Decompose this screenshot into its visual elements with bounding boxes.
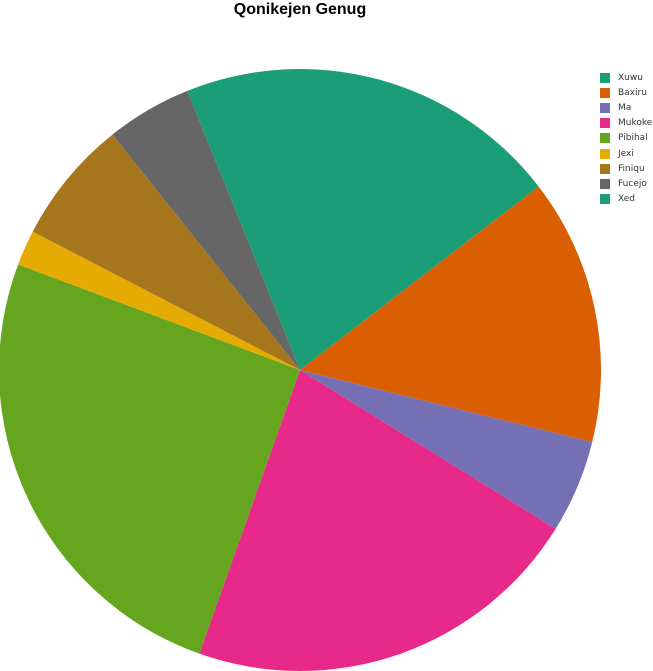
- legend-swatch: [600, 102, 610, 113]
- legend: Xuwu Baxiru Ma Mukoke Pibihal Jexi Finiqu Fucej…: [600, 70, 652, 207]
- legend-swatch: [600, 118, 610, 129]
- legend-item-pibihal: Pibihal: [600, 131, 652, 146]
- legend-swatch: [600, 148, 610, 159]
- pie-slice-baxiru: [300, 186, 602, 443]
- pie-slice-ma: [300, 370, 593, 529]
- legend-swatch: [600, 178, 610, 189]
- legend-swatch: [600, 133, 610, 144]
- legend-item-mukoke: Mukoke: [600, 116, 652, 131]
- legend-swatch: [600, 72, 610, 83]
- legend-label: Jexi: [618, 148, 634, 159]
- pie-slice-xed: [187, 69, 539, 370]
- legend-swatch: [600, 163, 610, 174]
- legend-item-xed: Xed: [600, 192, 652, 207]
- legend-label: Xed: [618, 194, 636, 205]
- chart-title: Qonikejen Genug: [233, 1, 367, 18]
- pie-slice-jexi: [18, 231, 301, 370]
- pie-slice-pibihal: [0, 264, 300, 654]
- legend-label: Fucejo: [618, 178, 647, 189]
- legend-item-ma: Ma: [600, 100, 652, 115]
- legend-item-finiqu: Finiqu: [600, 161, 652, 176]
- legend-label: Finiqu: [618, 163, 645, 174]
- legend-label: Pibihal: [618, 133, 648, 144]
- legend-item-xuwu: Xuwu: [600, 70, 652, 85]
- pie-slice-mukoke: [199, 370, 556, 671]
- pie-slice-fucejo: [112, 90, 300, 371]
- legend-label: Ma: [618, 102, 632, 113]
- legend-label: Mukoke: [618, 118, 653, 129]
- legend-item-fucejo: Fucejo: [600, 176, 652, 191]
- legend-label: Xuwu: [618, 72, 643, 83]
- legend-item-jexi: Jexi: [600, 146, 652, 161]
- pie-slice-finiqu: [32, 134, 301, 370]
- legend-swatch: [600, 194, 610, 205]
- legend-label: Baxiru: [618, 87, 647, 98]
- legend-item-baxiru: Baxiru: [600, 85, 652, 100]
- legend-swatch: [600, 87, 610, 98]
